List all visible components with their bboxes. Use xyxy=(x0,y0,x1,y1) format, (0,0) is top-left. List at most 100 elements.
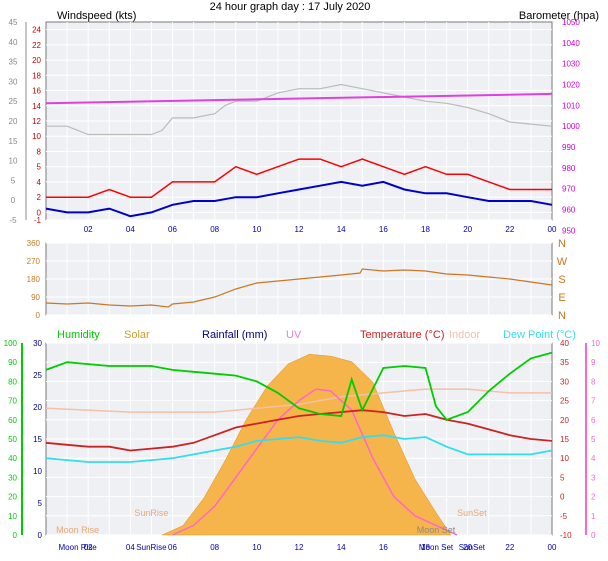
humidity-axis-tick-label: 30 xyxy=(8,473,17,482)
uv-axis-tick-label: 5 xyxy=(591,435,596,444)
outer-axis-tick-label: -5 xyxy=(9,216,17,225)
windspeed-axis-label: Windspeed (kts) xyxy=(57,10,136,22)
event-label: Moon Rise xyxy=(56,525,99,535)
wind-axis-tick-label: 20 xyxy=(32,56,41,65)
wind-grid xyxy=(46,22,552,221)
uv-axis-tick-label: 0 xyxy=(591,531,596,540)
atmos-x-tick-label: 12 xyxy=(295,543,304,552)
atmos-x-tick-label: 08 xyxy=(210,543,219,552)
outer-axis-tick-label: 15 xyxy=(9,137,18,146)
humidity-axis-tick-label: 90 xyxy=(8,358,17,367)
wind-axis-tick-label: 16 xyxy=(32,87,41,96)
wind-axis-tick-label: -1 xyxy=(34,216,42,225)
baro-axis-tick-label: 1030 xyxy=(562,60,580,69)
wind-x-tick-label: 00 xyxy=(548,225,557,234)
wind-x-tick-label: 04 xyxy=(126,225,135,234)
outer-axis-tick-label: 0 xyxy=(11,196,16,205)
dir-compass-label: S xyxy=(558,274,565,286)
solar-area xyxy=(161,353,452,536)
rainfall-axis-tick-label: 15 xyxy=(33,435,42,444)
wind-axis-tick-label: 12 xyxy=(32,117,41,126)
wind-average-line xyxy=(45,180,553,218)
event-label: Moon Set xyxy=(417,525,456,535)
direction-series xyxy=(45,268,553,308)
outer-axis-tick-label: 45 xyxy=(9,18,18,27)
event-axis-label: SunRise xyxy=(136,543,167,552)
uv-axis-tick-label: 3 xyxy=(591,473,596,482)
wind-x-tick-label: 22 xyxy=(505,225,514,234)
humidity-axis-tick-label: 10 xyxy=(8,512,17,521)
baro-axis-tick-label: 1000 xyxy=(562,122,580,131)
barometer-line xyxy=(45,92,553,105)
rainfall-axis-tick-label: 0 xyxy=(38,531,43,540)
dir-axis-tick-label: 180 xyxy=(27,275,41,284)
dir-compass-label: N xyxy=(558,310,566,322)
humidity-axis-tick-label: 100 xyxy=(4,339,18,348)
temperature-line xyxy=(45,409,553,452)
baro-axis-tick-label: 970 xyxy=(562,185,576,194)
uv-axis-tick-label: 6 xyxy=(591,416,596,425)
atmos-x-tick-label: 18 xyxy=(421,543,430,552)
wind-axis-tick-label: 5 xyxy=(37,163,42,172)
direction-grid xyxy=(46,242,552,316)
rainfall-axis-tick-label: 5 xyxy=(38,499,43,508)
uv-axis-tick-label: 7 xyxy=(591,397,596,406)
uv-axis-tick-label: 8 xyxy=(591,377,596,386)
wind-baro-chart: -5051015202530354045-1024581012141618202… xyxy=(9,10,599,235)
outer-axis-tick-label: 25 xyxy=(9,97,18,106)
humidity-axis-tick-label: 50 xyxy=(8,435,17,444)
dir-axis-tick-label: 360 xyxy=(27,239,41,248)
dir-axis-tick-label: 90 xyxy=(31,293,40,302)
wind-axis-tick-label: 4 xyxy=(37,178,42,187)
wind-axis-tick-label: 2 xyxy=(37,193,42,202)
wind-gust-line xyxy=(46,158,552,198)
legend-item: UV xyxy=(286,329,302,341)
wind-x-tick-label: 16 xyxy=(379,225,388,234)
barometer-axis-label: Barometer (hpa) xyxy=(519,10,599,22)
atmos-x-tick-label: 02 xyxy=(84,543,93,552)
direction-line xyxy=(45,268,553,308)
humidity-axis-tick-label: 70 xyxy=(8,397,17,406)
wind-x-tick-label: 06 xyxy=(168,225,177,234)
event-label: SunRise xyxy=(134,508,168,518)
humidity-axis-tick-label: 20 xyxy=(8,493,17,502)
rainfall-axis-tick-label: 30 xyxy=(33,339,42,348)
rainfall-axis-tick-label: 20 xyxy=(33,403,42,412)
outer-axis-tick-label: 30 xyxy=(9,77,18,86)
temperature-axis-tick-label: 25 xyxy=(560,397,569,406)
outer-axis-tick-label: 20 xyxy=(9,117,18,126)
temperature-axis-tick-label: 10 xyxy=(560,454,569,463)
atmos-x-tick-label: 16 xyxy=(379,543,388,552)
event-axis-label: SunSet xyxy=(459,543,486,552)
dir-axis-tick-label: 0 xyxy=(36,311,41,320)
uv-axis-tick-label: 9 xyxy=(591,358,596,367)
atmos-x-tick-label: 00 xyxy=(548,543,557,552)
atmos-x-tick-label: 14 xyxy=(337,543,346,552)
uv-line xyxy=(172,388,458,536)
baro-axis-tick-label: 1050 xyxy=(562,18,580,27)
outer-axis-tick-label: 5 xyxy=(11,176,16,185)
wind-x-tick-label: 20 xyxy=(463,225,472,234)
atmos-x-tick-label: 22 xyxy=(505,543,514,552)
temperature-axis-tick-label: 35 xyxy=(560,358,569,367)
atmos-x-tick-label: 10 xyxy=(252,543,261,552)
baro-axis-tick-label: 980 xyxy=(562,164,576,173)
uv-axis-tick-label: 1 xyxy=(591,512,596,521)
outer-axis-tick-label: 40 xyxy=(9,38,18,47)
humidity-axis-tick-label: 40 xyxy=(8,454,17,463)
wind-x-tick-label: 10 xyxy=(252,225,261,234)
temperature-axis-tick-label: -10 xyxy=(560,531,572,540)
wind-axis-tick-label: 10 xyxy=(32,132,41,141)
wind-axis-tick-label: 18 xyxy=(32,71,41,80)
dir-compass-label: N xyxy=(558,238,566,250)
outer-axis-tick-label: 35 xyxy=(9,58,18,67)
dew-point-line xyxy=(45,434,553,463)
wind-x-tick-label: 14 xyxy=(337,225,346,234)
barometer-trace-line xyxy=(46,83,553,136)
humidity-axis-tick-label: 0 xyxy=(13,531,18,540)
atmos-chart: 0102030405060708090100051015202530-10-50… xyxy=(4,329,601,552)
legend-item: Dew Point (°C) xyxy=(503,329,576,341)
